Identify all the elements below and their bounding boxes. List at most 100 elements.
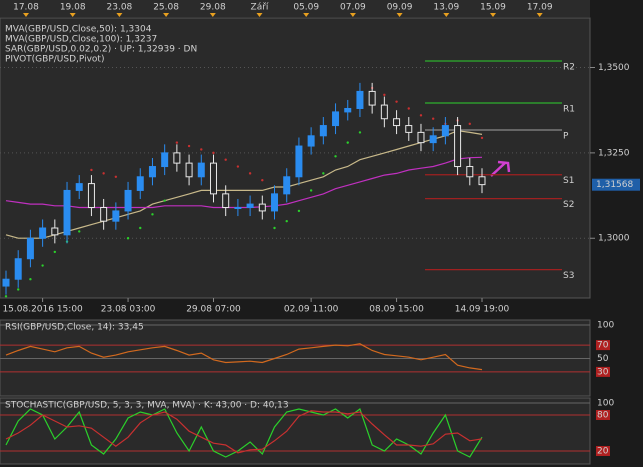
date-marker: [163, 13, 170, 17]
candle-body: [417, 131, 425, 144]
candle-body: [344, 107, 352, 113]
candle-body: [271, 193, 279, 212]
candle-body: [356, 90, 364, 109]
sar-dot: [212, 151, 215, 155]
candle-body: [2, 278, 10, 287]
sar-dot: [53, 250, 57, 254]
sar-dot: [224, 158, 227, 161]
arrow: [490, 160, 511, 177]
x-tick-label: 02.09 11:00: [284, 305, 339, 315]
date-marker: [490, 13, 496, 17]
candle-body: [148, 166, 156, 178]
candle-body: [87, 183, 95, 209]
sar-dot: [346, 141, 349, 144]
panel-title: RSI(GBP/USD,Close, 14): 33,45: [5, 323, 144, 333]
pivot-label: S3: [563, 271, 574, 281]
candle-body: [283, 176, 291, 195]
sar-dot: [322, 172, 325, 175]
y-tick-label: 50: [597, 354, 609, 364]
stochastic-panel: [0, 397, 591, 465]
y-tick-label: 100: [597, 399, 614, 409]
top-date-label: 15.09: [480, 3, 506, 13]
pivot-label: R1: [563, 105, 575, 115]
main-panel: [0, 17, 591, 299]
date-marker: [396, 13, 403, 17]
y-tick-label: 1,3250: [598, 148, 630, 158]
pivot-label: S1: [563, 176, 574, 186]
y-tick-label: 1,3500: [598, 63, 630, 73]
candle-body: [39, 227, 47, 239]
pivot-label: P: [563, 132, 569, 142]
candle-body: [209, 162, 217, 195]
y-tick-label: 80: [597, 411, 609, 421]
x-tick-label: 29.08 07:00: [186, 305, 241, 315]
candle-body: [441, 125, 449, 137]
top-date-label: 29.08: [200, 3, 226, 13]
date-marker: [23, 13, 29, 17]
x-tick-label: 23.08 03:00: [101, 305, 156, 315]
candle-body: [234, 207, 242, 210]
sar-dot: [248, 172, 252, 175]
sar-dot: [200, 148, 203, 151]
last-price-box: [592, 178, 640, 191]
candle-body: [197, 162, 205, 178]
line: [5, 408, 483, 458]
candle-body: [454, 125, 462, 168]
sar-dot: [78, 230, 81, 233]
sar-dot: [163, 199, 166, 202]
sar-dot: [468, 122, 471, 126]
candle-body: [51, 227, 59, 236]
candle-body: [466, 166, 474, 178]
top-date-label: 25.08: [153, 3, 179, 13]
top-date-label: 05.09: [293, 3, 319, 13]
candle-body: [14, 258, 22, 280]
legend-entry: SAR(GBP/USD,0.02,0.2) · UP: 1,32939 · DN: [5, 45, 197, 55]
sar-dot: [383, 93, 386, 97]
sar-dot: [285, 219, 288, 223]
last-price-label: 1,31568: [596, 180, 633, 190]
legend-entry: MVA(GBP/USD,Close,50): 1,3304: [5, 25, 152, 35]
date-marker: [256, 13, 263, 17]
x-tick-label: 15.08.2016 15:00: [2, 305, 83, 315]
candle-body: [26, 237, 34, 260]
y-tick-label: 1,3000: [598, 234, 630, 244]
top-date-label: 17.09: [527, 3, 553, 13]
top-date-label: 17.08: [13, 3, 39, 13]
candle-body: [393, 118, 401, 127]
date-marker: [443, 13, 450, 17]
pivot-label: S2: [563, 200, 574, 210]
sar-dot: [480, 136, 484, 140]
candle-body: [222, 193, 230, 209]
sar-dot: [334, 155, 337, 158]
pivot-label: R2: [563, 63, 575, 73]
candle-body: [173, 152, 181, 164]
sar-dot: [4, 295, 8, 298]
panel-title: STOCHASTIC(GBP/USD, 5, 3, 3, MVA, MVA) ·…: [5, 401, 289, 411]
top-date-label: 09.09: [387, 3, 413, 13]
sar-dot: [273, 226, 276, 230]
sar-dot: [126, 237, 130, 240]
sar-dot: [407, 107, 410, 110]
tick-box: [596, 446, 610, 456]
candle-body: [161, 152, 169, 168]
line: [5, 343, 483, 371]
sar-dot: [309, 189, 313, 192]
line: [5, 130, 483, 239]
sar-dot: [297, 209, 301, 213]
sar-dot: [41, 264, 44, 267]
candle-body: [368, 90, 376, 106]
sar-dot: [114, 175, 118, 178]
sar-dot: [358, 131, 362, 134]
candle-body: [295, 145, 303, 178]
date-marker: [209, 13, 216, 17]
y-tick-label: 30: [597, 367, 609, 377]
y-tick-label: 100: [597, 321, 614, 331]
candle-body: [429, 135, 437, 144]
x-tick-label: 08.09 15:00: [369, 305, 424, 315]
candle-body: [185, 162, 193, 178]
top-date-label: 13.09: [433, 3, 459, 13]
sar-dot: [431, 117, 435, 120]
date-marker: [349, 13, 356, 17]
